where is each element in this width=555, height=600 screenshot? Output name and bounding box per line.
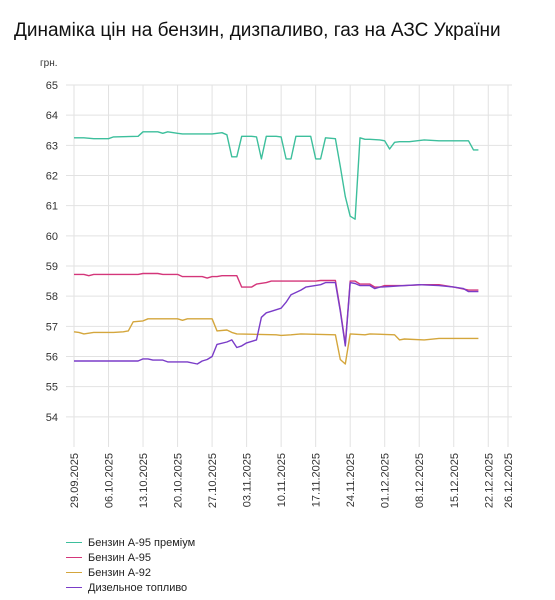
chart-axes: 54 55 56 57 58 59 60 61 62 63 64 65 29.09.2025 06.10.…	[40, 58, 515, 508]
series-line	[73, 318, 479, 365]
y-axis-unit: грн.	[40, 58, 58, 69]
x-tick-label: 10.11.2025	[276, 453, 288, 507]
y-tick-label: 61	[46, 201, 58, 213]
y-tick-label: 64	[46, 110, 58, 122]
legend-item[interactable]: Бензин А-95 преміум	[66, 535, 195, 550]
legend-item[interactable]: Бензин А-95	[66, 550, 195, 565]
y-tick-label: 63	[46, 140, 58, 152]
legend-label: Бензин А-95 преміум	[88, 536, 196, 549]
x-tick-label: 26.12.2025	[503, 453, 515, 508]
y-tick-label: 56	[46, 352, 58, 364]
series-line	[74, 281, 479, 365]
x-tick-label: 22.12.2025	[483, 453, 495, 508]
x-tick-label: 24.11.2025	[345, 453, 357, 507]
x-tick-label: 08.12.2025	[414, 453, 426, 508]
x-tick-label: 17.11.2025	[311, 453, 323, 507]
legend-swatch	[66, 587, 82, 588]
y-tick-label: 59	[46, 261, 58, 273]
chart-grid	[66, 84, 512, 447]
y-tick-label: 55	[46, 382, 58, 394]
x-tick-label: 27.10.2025	[207, 453, 219, 508]
x-tick-label: 29.09.2025	[69, 453, 81, 508]
x-tick-label: 15.12.2025	[449, 453, 461, 508]
legend-label: Бензин А-95	[88, 551, 151, 564]
y-tick-label: 54	[46, 412, 58, 424]
legend-swatch	[66, 542, 82, 543]
legend-label: Бензин А-92	[88, 566, 151, 579]
series-line	[74, 272, 479, 346]
legend-item[interactable]: Дизельное топливо	[66, 580, 195, 595]
y-tick-label: 65	[46, 80, 58, 92]
chart-title: Динаміка цін на бензин, дизпаливо, газ н…	[14, 20, 501, 41]
chart-series	[73, 131, 479, 365]
chart-legend: Бензин А-95 преміум Бензин А-95 Бензин А-9…	[66, 535, 195, 595]
x-tick-label: 03.11.2025	[242, 453, 254, 507]
y-tick-label: 60	[46, 231, 58, 243]
legend-swatch	[66, 572, 82, 573]
x-tick-label: 20.10.2025	[173, 453, 185, 508]
x-tick-label: 06.10.2025	[104, 453, 116, 508]
legend-label: Дизельное топливо	[88, 581, 188, 594]
x-tick-label: 01.12.2025	[380, 453, 392, 508]
series-line	[74, 131, 479, 220]
y-tick-label: 58	[46, 291, 58, 303]
y-tick-label: 57	[46, 321, 58, 333]
y-tick-label: 62	[46, 171, 58, 183]
x-tick-label: 13.10.2025	[138, 453, 150, 508]
legend-swatch	[66, 557, 82, 558]
legend-item[interactable]: Бензин А-92	[66, 565, 195, 580]
